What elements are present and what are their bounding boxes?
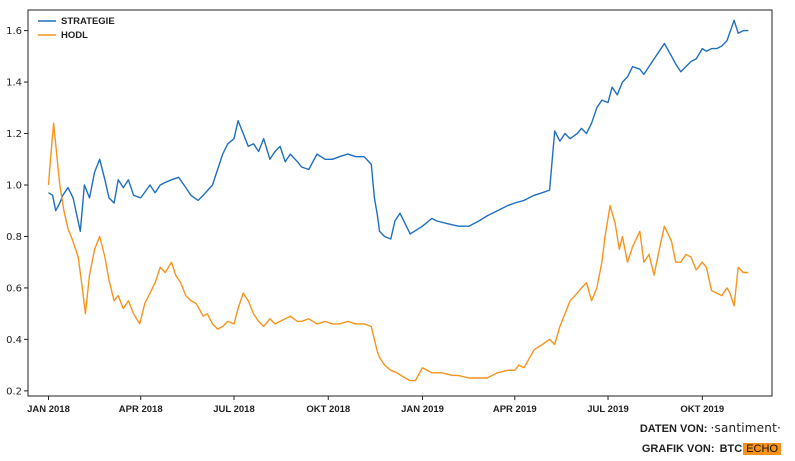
data-source-credit: DATEN VON: ·santiment·	[640, 421, 781, 435]
y-tick-label: 1.0	[6, 180, 22, 191]
santiment-logo: ·santiment·	[710, 421, 781, 435]
legend-label-strategie: STRATEGIE	[61, 16, 115, 27]
y-tick-label: 1.2	[6, 129, 22, 140]
btc-echo-logo-echo: ECHO	[743, 443, 781, 455]
x-tick-label: APR 2018	[119, 404, 163, 415]
series-line-strategie	[48, 19, 749, 240]
y-tick-label: 0.2	[6, 386, 22, 397]
y-tick-label: 1.4	[6, 78, 22, 89]
x-tick-label: APR 2019	[493, 404, 537, 415]
series-layer	[47, 19, 749, 382]
series-line-hodl	[47, 122, 749, 382]
x-tick-label: JUL 2019	[587, 404, 629, 415]
graphic-credit-prefix: GRAFIK VON:	[641, 443, 715, 455]
x-tick-label: JUL 2018	[213, 404, 255, 415]
plot-frame	[27, 9, 773, 397]
x-tick-label: OKT 2018	[306, 404, 350, 415]
y-tick-label: 0.8	[6, 232, 22, 243]
legend: STRATEGIE HODL	[38, 16, 115, 41]
x-axis: JAN 2018 APR 2018 JUL 2018 OKT 2018 JAN 2019…	[27, 396, 724, 415]
x-tick-label: OKT 2019	[680, 404, 724, 415]
legend-label-hodl: HODL	[61, 30, 88, 41]
y-tick-label: 0.6	[6, 283, 22, 294]
y-tick-label: 1.6	[6, 26, 22, 37]
x-tick-label: JAN 2018	[27, 404, 70, 415]
data-source-prefix: DATEN VON:	[639, 423, 708, 435]
y-axis: 0.2 0.4 0.6 0.8 1.0 1.2 1.4 1.6	[6, 26, 28, 397]
graphic-credit: GRAFIK VON: BTC ECHO	[642, 443, 781, 455]
x-tick-label: JAN 2019	[401, 404, 444, 415]
y-tick-label: 0.4	[6, 335, 22, 346]
btc-echo-logo-btc: BTC	[719, 443, 743, 455]
